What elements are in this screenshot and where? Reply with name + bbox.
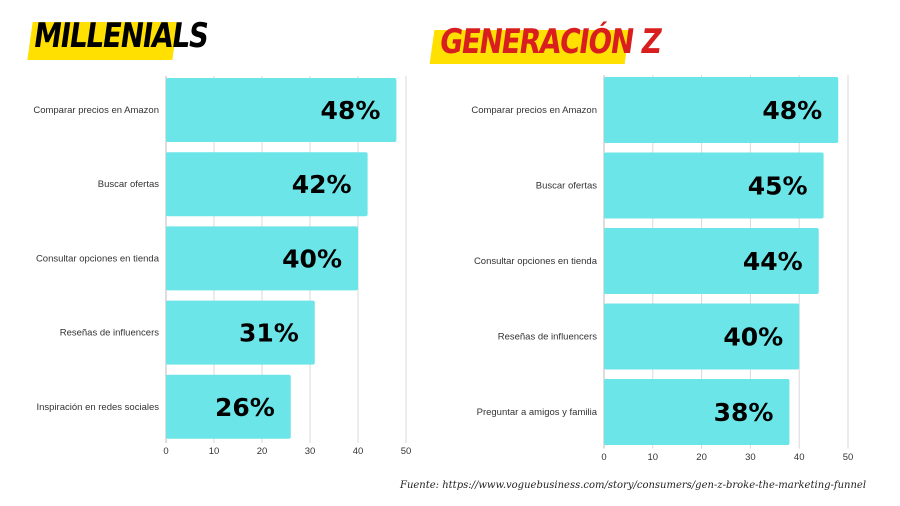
data-label-0-2: 40% (282, 244, 342, 273)
data-label-0-3: 31% (239, 319, 299, 348)
category-label-1-4: Preguntar a amigos y familia (477, 407, 598, 418)
x-tick-label-0-4: 40 (353, 446, 364, 457)
bar-1-0 (604, 77, 839, 143)
category-label-1-1: Buscar ofertas (536, 181, 597, 192)
bar-1-4 (604, 379, 790, 445)
data-label-1-4: 38% (714, 398, 774, 427)
x-tick-label-1-5: 50 (843, 452, 854, 463)
data-label-1-1: 45% (748, 172, 808, 201)
data-label-0-4: 26% (215, 393, 275, 422)
x-tick-label-1-1: 10 (648, 452, 659, 463)
category-label-1-3: Reseñas de influencers (498, 332, 598, 343)
bar-1-2 (604, 228, 819, 294)
x-tick-label-1-2: 20 (696, 452, 707, 463)
source-note: Fuente: https://www.voguebusiness.com/st… (400, 480, 867, 491)
category-label-0-3: Reseñas de influencers (60, 328, 160, 339)
x-tick-label-1-3: 30 (745, 452, 756, 463)
bar-1-3 (604, 303, 800, 370)
bar-0-1 (166, 152, 368, 217)
bar-1-1 (604, 152, 824, 219)
category-label-0-2: Consultar opciones en tienda (36, 253, 160, 264)
data-label-0-0: 48% (321, 96, 381, 125)
data-label-0-1: 42% (292, 170, 352, 199)
x-tick-label-1-0: 0 (601, 452, 606, 463)
x-tick-label-1-4: 40 (794, 452, 805, 463)
data-label-1-2: 44% (743, 247, 803, 276)
bar-0-4 (166, 374, 291, 439)
bar-0-2 (166, 226, 358, 291)
x-tick-label-0-3: 30 (305, 446, 316, 457)
x-tick-label-0-5: 50 (401, 446, 412, 457)
category-label-0-0: Comparar precios en Amazon (33, 105, 159, 116)
category-label-0-1: Buscar ofertas (98, 179, 159, 190)
category-label-1-0: Comparar precios en Amazon (471, 105, 597, 116)
x-tick-label-0-2: 20 (257, 446, 268, 457)
bar-0-0 (166, 78, 397, 142)
data-label-1-3: 40% (723, 323, 783, 352)
bar-0-3 (166, 300, 315, 365)
x-tick-label-0-0: 0 (163, 446, 168, 457)
category-label-0-4: Inspiración en redes sociales (36, 402, 159, 413)
category-label-1-2: Consultar opciones en tienda (474, 256, 598, 267)
x-tick-label-0-1: 10 (209, 446, 220, 457)
data-label-1-0: 48% (762, 96, 822, 125)
